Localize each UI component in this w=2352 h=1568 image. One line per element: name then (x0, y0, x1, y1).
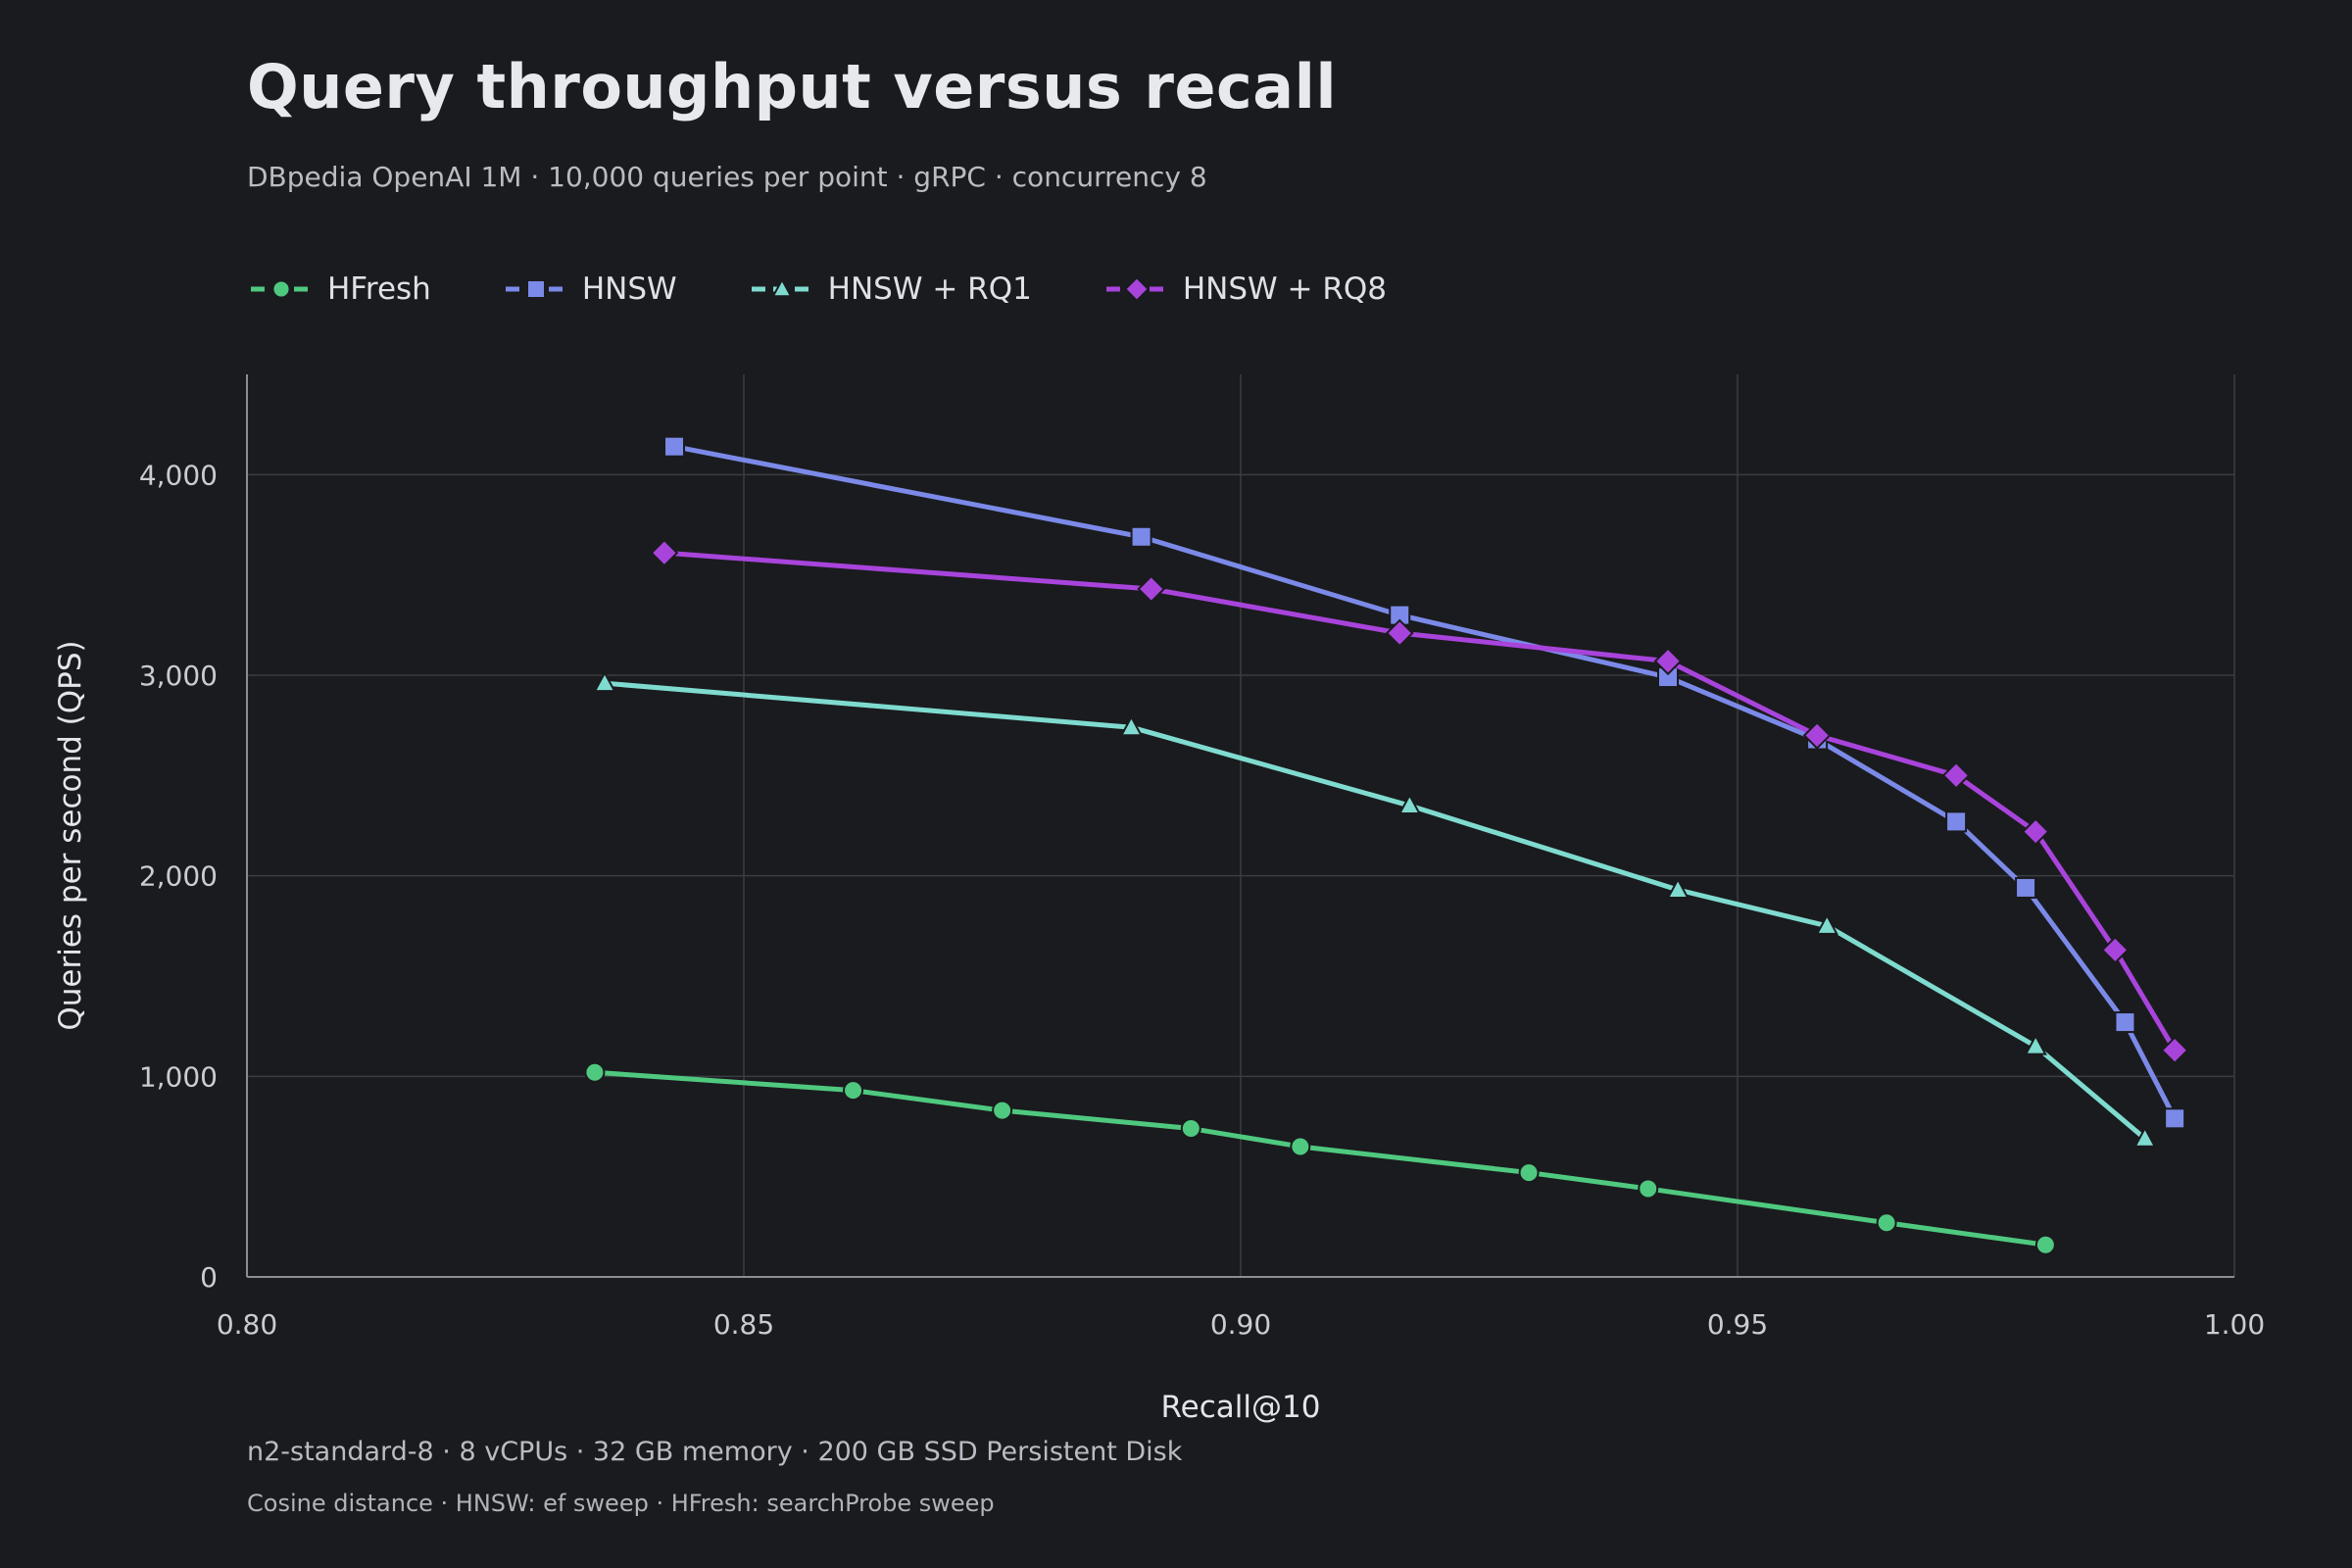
legend: HFresh HNSW HNSW + RQ1 HNSW + RQ8 (247, 265, 1457, 314)
legend-swatch-circle-icon (251, 279, 312, 299)
y-tick-label: 0 (200, 1261, 218, 1294)
data-point-hnsw (2164, 1107, 2186, 1130)
data-point-hnsw-rq1 (1119, 714, 1144, 737)
chart-title: Query throughput versus recall (247, 51, 1338, 122)
data-point-hfresh (1638, 1178, 1659, 1200)
series-line-hnsw-rq1 (602, 680, 2148, 1142)
data-point-hnsw-rq8 (2100, 935, 2130, 964)
data-point-hnsw-rq8 (1941, 760, 1971, 790)
data-point-hnsw-rq8 (2021, 817, 2050, 847)
data-point-hfresh (584, 1061, 606, 1083)
legend-swatch-diamond-icon (1105, 275, 1167, 303)
series-hnsw-rq8 (650, 538, 2189, 1065)
legend-marker (525, 279, 546, 299)
data-point-hnsw (2114, 1011, 2136, 1034)
data-point-hnsw (2015, 876, 2037, 899)
series-line-hnsw-rq8 (662, 550, 2178, 1054)
axis-layer (246, 374, 2234, 1278)
legend-swatch-square-icon (505, 279, 566, 299)
legend-label: HNSW (581, 271, 677, 307)
x-tick-label: 0.85 (713, 1308, 774, 1341)
label-layer: 0.80 0.85 0.90 0.95 1.00 0 1,000 2,000 3,000 4,00… (53, 459, 2265, 1425)
data-point-hfresh (1180, 1118, 1201, 1140)
y-tick-label: 3,000 (139, 660, 218, 692)
series-line-hfresh (592, 1069, 2048, 1248)
legend-item-hfresh: HFresh (247, 271, 431, 307)
data-point-hnsw-rq8 (1137, 574, 1166, 604)
data-point-hnsw-rq8 (1385, 618, 1414, 648)
data-point-hfresh (1518, 1162, 1540, 1184)
legend-item-hnsw-rq1: HNSW + RQ1 (748, 271, 1032, 307)
data-point-hnsw (1130, 525, 1152, 548)
x-tick-label: 1.00 (2204, 1308, 2265, 1341)
data-point-hnsw-rq8 (1653, 647, 1683, 676)
data-point-hnsw-rq8 (1802, 720, 1832, 750)
y-tick-label: 1,000 (139, 1060, 218, 1093)
data-point-hnsw-rq1 (2024, 1034, 2047, 1055)
data-point-hnsw-rq1 (1666, 877, 1690, 899)
legend-label: HNSW + RQ8 (1182, 271, 1388, 307)
data-point-hfresh (992, 1100, 1013, 1121)
x-tick-label: 0.90 (1210, 1308, 1271, 1341)
series-hnsw-rq1 (593, 670, 2157, 1148)
data-point-hnsw (663, 435, 686, 458)
legend-marker (1123, 275, 1150, 303)
legend-item-hnsw: HNSW (502, 271, 677, 307)
data-point-hfresh (2034, 1234, 2056, 1255)
chart-subtitle: DBpedia OpenAI 1M · 10,000 queries per p… (247, 161, 1207, 193)
data-point-hnsw (1945, 810, 1968, 833)
y-tick-label: 2,000 (139, 860, 218, 893)
data-point-hnsw-rq8 (2160, 1036, 2189, 1065)
legend-swatch-triangle-icon (751, 277, 812, 298)
legend-label: HFresh (327, 271, 431, 307)
legend-marker (770, 277, 793, 298)
grid-layer (247, 374, 2235, 1277)
legend-marker (271, 279, 291, 299)
y-axis-title: Queries per second (QPS) (53, 640, 88, 1030)
footer-method-note: Cosine distance · HNSW: ef sweep · HFres… (247, 1490, 995, 1517)
data-point-hnsw-rq1 (593, 670, 616, 693)
data-point-hnsw-rq1 (2133, 1126, 2157, 1148)
data-point-hfresh (1876, 1212, 1897, 1234)
footer-hardware-note: n2-standard-8 · 8 vCPUs · 32 GB memory ·… (247, 1437, 1183, 1467)
data-point-hfresh (843, 1080, 864, 1102)
legend-item-hnsw-rq8: HNSW + RQ8 (1102, 271, 1387, 307)
series-hfresh (584, 1061, 2056, 1255)
x-tick-label: 0.80 (217, 1308, 277, 1341)
y-tick-label: 4,000 (139, 459, 218, 491)
data-point-hnsw-rq8 (650, 538, 679, 567)
legend-label: HNSW + RQ1 (827, 271, 1032, 307)
data-point-hnsw-rq1 (1815, 913, 1838, 935)
data-point-hnsw-rq1 (1397, 793, 1422, 815)
x-tick-label: 0.95 (1707, 1308, 1768, 1341)
data-point-hfresh (1290, 1136, 1311, 1157)
series-layer (584, 435, 2189, 1255)
x-axis-title: Recall@10 (1161, 1390, 1321, 1425)
